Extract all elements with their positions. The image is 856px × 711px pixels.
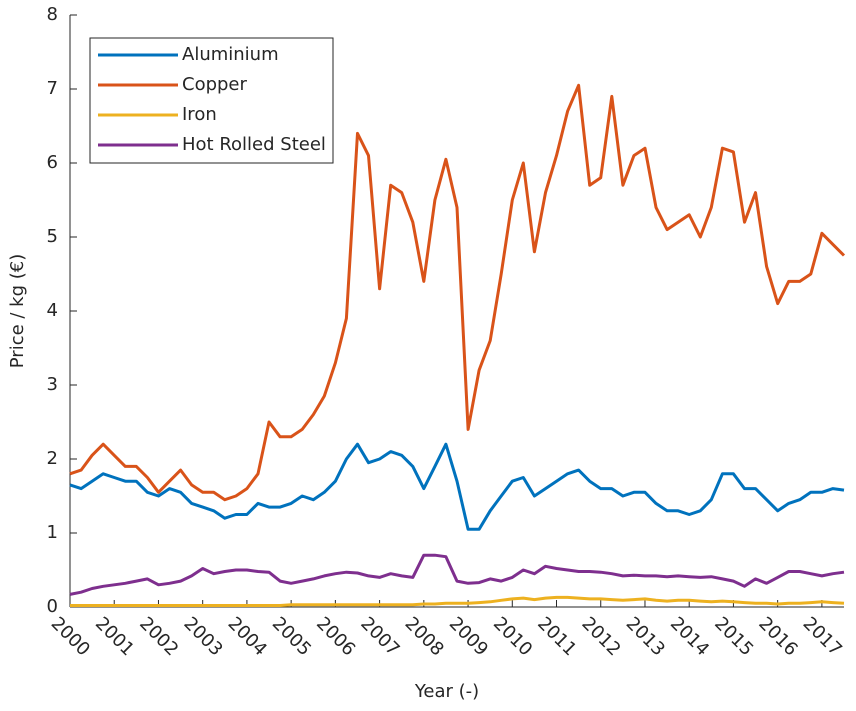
- x-tick-label: 2003: [179, 613, 226, 660]
- y-tick-label: 8: [47, 4, 58, 25]
- y-tick-label: 6: [47, 152, 58, 173]
- line: [69, 553, 845, 596]
- legend-box: [89, 37, 334, 164]
- legend-label: Aluminium: [182, 44, 279, 65]
- legend-label: Hot Rolled Steel: [182, 134, 326, 155]
- x-tick-label: 2006: [312, 613, 359, 660]
- x-tick-label: 2012: [577, 613, 624, 660]
- y-tick-label: 3: [47, 374, 58, 395]
- x-tick-label: 2015: [710, 613, 757, 660]
- x-tick-label: 2013: [622, 613, 669, 660]
- y-axis-label: Price / kg (€): [7, 254, 28, 369]
- line: [69, 83, 846, 502]
- line: [70, 595, 845, 607]
- x-tick-label: 2016: [754, 613, 801, 660]
- x-tick-label: 2004: [224, 613, 271, 660]
- legend-label: Iron: [182, 104, 217, 125]
- y-tick-label: 7: [47, 78, 58, 99]
- line: [69, 442, 845, 531]
- x-tick-label: 2011: [533, 613, 580, 660]
- y-tick-label: 5: [47, 226, 58, 247]
- x-tick-label: 2007: [356, 613, 403, 660]
- x-tick-label: 2005: [268, 613, 315, 660]
- x-tick-label: 2017: [799, 613, 846, 660]
- x-tick-label: 2010: [489, 613, 536, 660]
- y-tick-label: 1: [47, 522, 58, 543]
- x-tick-label: 2008: [401, 613, 448, 660]
- legend-label: Copper: [182, 74, 248, 95]
- x-tick-label: 2000: [47, 613, 94, 660]
- x-tick-label: 2001: [91, 613, 138, 660]
- x-tick-label: 2014: [666, 613, 713, 660]
- x-tick-label: 2009: [445, 613, 492, 660]
- y-tick-label: 4: [47, 300, 58, 321]
- x-axis-label: Year (-): [414, 681, 479, 702]
- y-tick-label: 0: [47, 596, 58, 617]
- y-tick-label: 2: [47, 448, 58, 469]
- x-tick-label: 2002: [135, 613, 182, 660]
